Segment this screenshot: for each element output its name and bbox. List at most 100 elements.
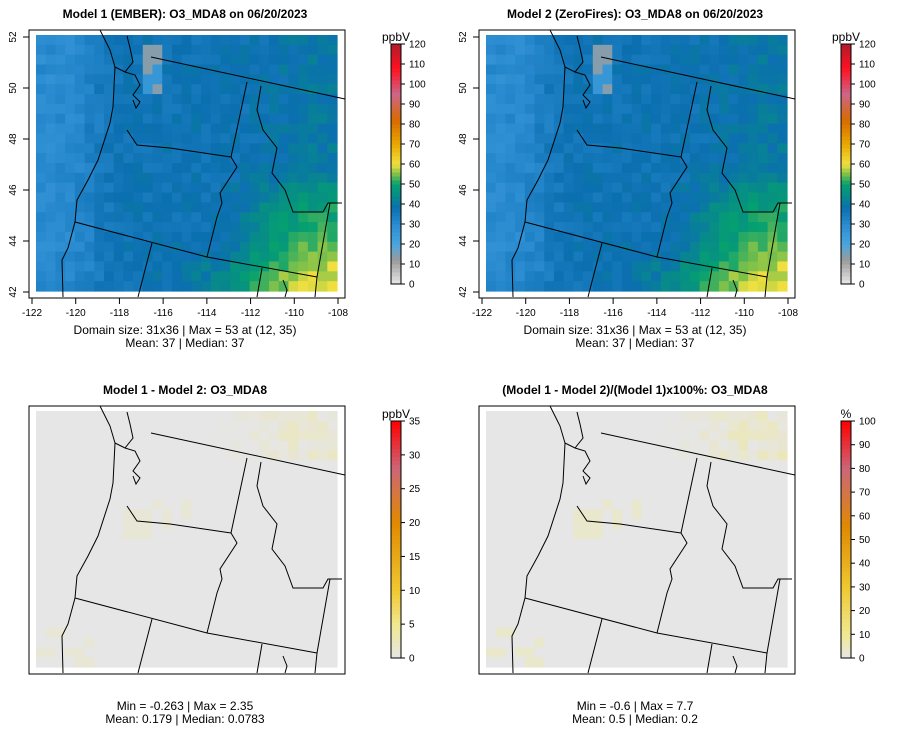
x-tick-label: -116 (154, 308, 174, 319)
grid-cell (505, 627, 516, 639)
grid-cell (113, 133, 124, 144)
grid-cell (563, 430, 574, 442)
colorbar-tick-label: 90 (859, 100, 871, 111)
grid-cell (660, 637, 672, 648)
grid-cell (689, 241, 701, 253)
grid-cell (74, 241, 86, 253)
grid-cell (74, 231, 86, 243)
grid-cell (191, 489, 202, 501)
grid-cell (171, 202, 183, 213)
grid-cell (74, 647, 86, 658)
grid-cell (495, 470, 507, 481)
grid-cell (553, 222, 565, 233)
grid-cell (524, 74, 536, 85)
grid-cell (534, 113, 545, 125)
colorbar-segment (391, 52, 401, 57)
grid-cell (719, 598, 730, 609)
grid-cell (738, 271, 749, 282)
grid-cell (689, 558, 701, 570)
colorbar-segment (841, 539, 851, 544)
grid-cell (142, 44, 154, 56)
grid-cell (210, 222, 222, 233)
grid-cell (249, 539, 260, 550)
grid-cell (220, 271, 231, 282)
grid-cell (191, 231, 202, 243)
grid-cell (612, 74, 623, 85)
grid-cell (563, 529, 574, 540)
colorbar-tick-label: 100 (859, 80, 876, 91)
colorbar-segment (841, 236, 851, 241)
grid-cell (689, 251, 701, 263)
grid-cell (65, 44, 76, 56)
grid-cell (133, 430, 144, 442)
grid-cell (142, 558, 154, 570)
grid-cell (55, 509, 66, 520)
grid-cell (583, 440, 594, 451)
grid-cell (191, 411, 202, 422)
grid-cell (45, 251, 57, 263)
grid-cell (748, 637, 759, 648)
grid-cell (210, 430, 222, 442)
grid-cell (583, 470, 594, 481)
grid-cell (524, 440, 536, 451)
grid-cell (738, 627, 749, 639)
grid-cell (220, 411, 231, 422)
grid-cell (181, 133, 192, 144)
grid-cell (748, 548, 759, 560)
grid-cell (602, 74, 613, 85)
grid-cell (230, 153, 241, 164)
grid-cell (259, 499, 270, 511)
grid-cell (631, 163, 642, 174)
grid-cell (602, 499, 613, 511)
grid-cell (612, 143, 623, 154)
grid-cell (748, 54, 759, 66)
grid-cell (544, 420, 555, 432)
grid-cell (738, 133, 749, 144)
grid-cell (94, 529, 105, 540)
grid-cell (307, 607, 319, 619)
grid-cell (680, 450, 691, 461)
grid-cell (94, 470, 105, 481)
grid-cell (84, 539, 95, 550)
grid-cell (486, 153, 497, 164)
grid-cell (777, 251, 788, 263)
grid-cell (728, 113, 740, 125)
grid-cell (641, 103, 652, 115)
grid-cell (210, 163, 222, 174)
grid-cell (307, 182, 319, 194)
grid-cell (133, 44, 144, 56)
grid-cell (767, 113, 778, 125)
grid-cell (317, 430, 328, 442)
grid-cell (651, 212, 662, 223)
grid-cell (249, 192, 260, 203)
grid-cell (534, 271, 545, 282)
grid-cell (230, 499, 241, 511)
grid-cell (573, 182, 584, 194)
grid-cell (602, 163, 613, 174)
grid-cell (515, 251, 526, 263)
y-tick-label: 50 (458, 82, 469, 94)
grid-cell (259, 251, 270, 263)
grid-cell (515, 172, 526, 184)
grid-cell (162, 568, 173, 579)
colorbar-segment (841, 228, 851, 233)
grid-cell (515, 123, 526, 135)
grid-cell (239, 172, 251, 184)
grid-cell (239, 133, 251, 144)
x-tick-label: -110 (285, 308, 305, 319)
grid-cell (738, 519, 749, 530)
grid-cell (278, 94, 290, 105)
grid-cell (670, 598, 681, 609)
grid-cell (748, 133, 759, 144)
grid-cell (269, 519, 280, 530)
grid-cell (534, 231, 545, 243)
grid-cell (36, 74, 47, 85)
grid-cell (55, 657, 66, 668)
grid-cell (602, 54, 613, 66)
grid-cell (142, 54, 154, 66)
grid-cell (220, 489, 231, 501)
grid-cell (152, 420, 163, 432)
grid-cell (191, 539, 202, 550)
grid-cell (298, 450, 309, 461)
